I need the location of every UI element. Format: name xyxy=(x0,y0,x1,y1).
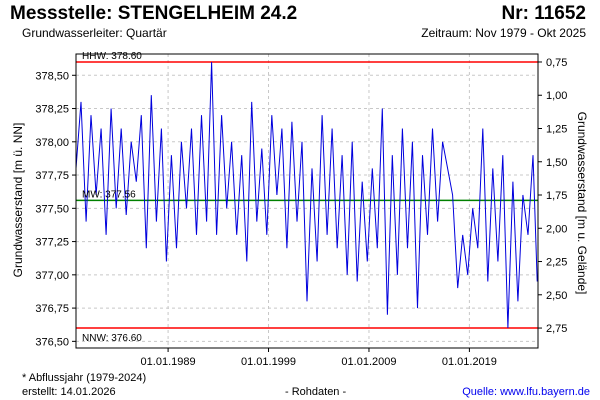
y2-tick-label: 2,25 xyxy=(546,257,567,269)
y2-tick-label: 2,00 xyxy=(546,223,567,235)
y-axis-label-left: Grundwasserstand [m ü. NN] xyxy=(11,123,25,278)
y-axis-right: 0,75 1,00 1,25 1,50 1,75 2,00 2,25 2,50 2,75 xyxy=(538,57,567,335)
mw-label: MW: 377.56 xyxy=(82,189,136,200)
y2-tick-label: 1,75 xyxy=(546,190,567,202)
x-axis: 01.01.1989 01.01.1999 01.01.2009 01.01.2019 xyxy=(141,348,497,368)
footnote-abflussjahr: * Abflussjahr (1979-2024) xyxy=(22,372,147,384)
x-tick-label: 01.01.1999 xyxy=(241,356,296,368)
aquifer-label: Grundwasserleiter: Quartär xyxy=(22,26,167,40)
x-tick-label: 01.01.1989 xyxy=(141,356,196,368)
station-number: Nr: 11652 xyxy=(501,3,586,24)
reference-lines xyxy=(76,61,538,329)
y-tick-label: 376,75 xyxy=(35,303,69,315)
station-title: Messstelle: STENGELHEIM 24.2 xyxy=(10,3,298,24)
raw-data-label: - Rohdaten - xyxy=(285,386,347,398)
y-tick-label: 377,75 xyxy=(35,170,69,182)
period-label: Zeitraum: Nov 1979 - Okt 2025 xyxy=(421,26,586,40)
y2-tick-label: 1,50 xyxy=(546,157,567,169)
y-tick-label: 377,50 xyxy=(35,203,69,215)
y-tick-label: 378,25 xyxy=(35,104,69,116)
y2-tick-label: 1,25 xyxy=(546,123,567,135)
source-link[interactable]: Quelle: www.lfu.bayern.de xyxy=(462,386,590,398)
series-line xyxy=(75,61,538,329)
y-tick-label: 377,25 xyxy=(35,237,69,249)
y-axis-label-right: Grundwasserstand [m u. Gelände] xyxy=(575,112,589,295)
reference-labels: HHW: 378.60 MW: 377.56 NNW: 376.60 xyxy=(82,51,142,344)
created-date: erstellt: 14.01.2026 xyxy=(22,386,116,398)
y-axis-left: 376,50 376,75 377,00 377,25 377,50 377,75 378,… xyxy=(35,70,76,348)
x-tick-label: 01.01.2009 xyxy=(341,356,396,368)
y-tick-label: 378,50 xyxy=(35,70,69,82)
nnw-label: NNW: 376.60 xyxy=(82,333,142,344)
y-tick-label: 377,00 xyxy=(35,270,69,282)
hhw-label: HHW: 378.60 xyxy=(82,51,142,62)
x-tick-label: 01.01.2019 xyxy=(442,356,497,368)
y2-tick-label: 1,00 xyxy=(546,90,567,102)
y2-tick-label: 2,50 xyxy=(546,290,567,302)
y2-tick-label: 0,75 xyxy=(546,57,567,69)
y2-tick-label: 2,75 xyxy=(546,323,567,335)
plot-frame xyxy=(75,53,539,349)
y-tick-label: 378,00 xyxy=(35,137,69,149)
y-tick-label: 376,50 xyxy=(35,336,69,348)
